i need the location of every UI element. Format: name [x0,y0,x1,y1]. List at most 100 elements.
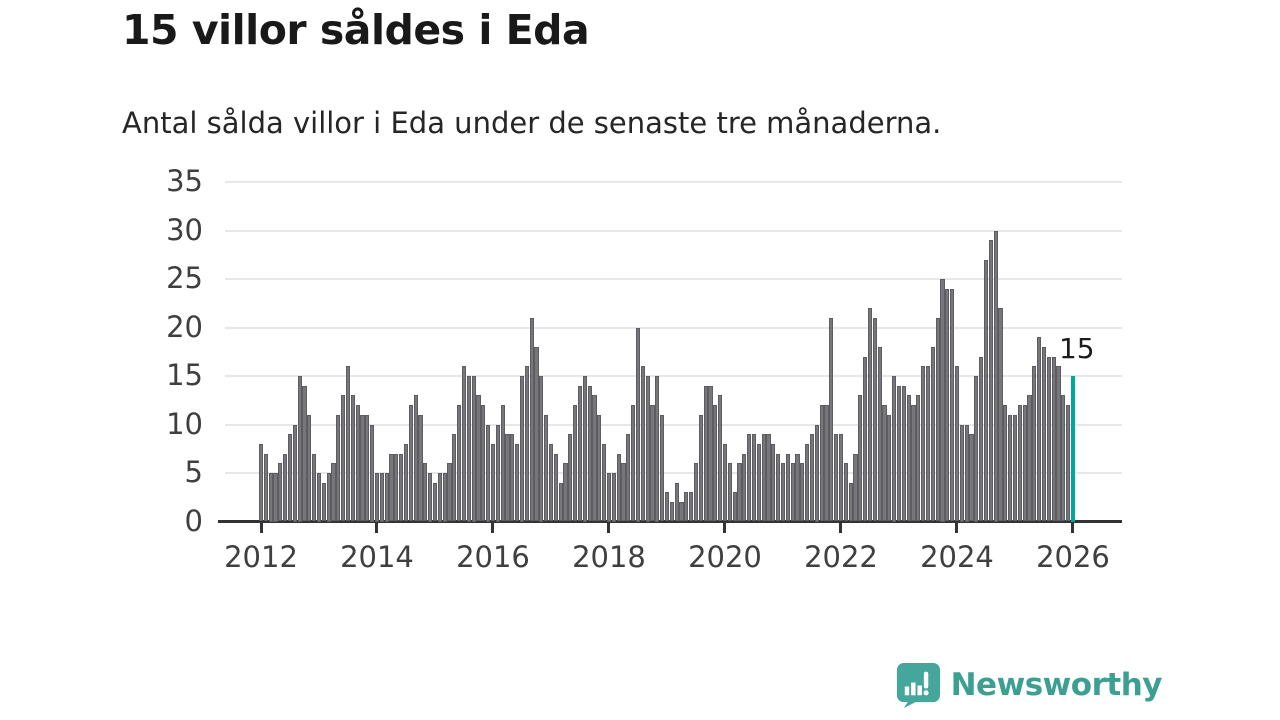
bar [877,346,882,522]
bar [887,414,892,522]
bar [838,434,844,522]
bar [1032,366,1037,522]
bar [544,414,549,522]
bar [940,279,945,522]
bar [563,463,568,522]
bar [882,405,887,522]
bar [722,443,728,522]
bar [834,434,839,522]
bar [640,366,645,522]
bar [664,492,670,522]
bar [921,366,926,522]
bar [751,434,757,522]
bar [428,473,433,522]
bar [553,453,558,522]
bar [568,434,573,522]
bar [1061,395,1066,522]
logo-bar-2 [910,682,916,696]
bar [524,366,529,522]
gridline-y-35 [225,181,1122,183]
bar [925,366,931,522]
bar [307,414,312,522]
x-axis-tick-2026 [1071,523,1075,533]
x-axis-label-2012: 2012 [224,539,298,574]
bar [577,385,583,522]
x-axis-tick-2018 [607,523,611,533]
bar [737,463,742,522]
bar [993,230,998,522]
bar [360,414,365,522]
gridline-y-25 [225,278,1122,280]
bar [331,463,336,522]
bar [379,473,384,522]
bar [829,317,834,522]
bar [452,434,457,522]
bar [679,502,684,522]
bar [867,308,873,522]
bar [326,473,331,522]
bar [573,405,578,522]
bar [336,414,341,522]
bar [959,424,964,522]
y-axis-label-5: 5 [184,455,203,489]
bar [1008,414,1013,522]
bar [983,259,989,522]
brand-footer: Newsworthy [894,661,1163,708]
bar [776,453,781,522]
bar [611,473,616,522]
gridline-y-5 [225,472,1122,474]
bar [321,482,326,522]
x-axis-tick-2022 [839,523,843,533]
bar [674,482,679,522]
bar [790,463,795,522]
logo-exclamation-stem [923,671,928,689]
bar [708,385,713,522]
bar [370,424,375,522]
bar [998,308,1003,522]
bar [515,443,520,522]
x-axis-tick-2012 [259,523,263,533]
bar [809,434,815,522]
bar [258,443,264,522]
bar [461,366,467,522]
bar [341,395,346,522]
gridline-y-30 [225,229,1122,232]
bar [287,434,293,522]
bar [872,317,877,522]
page-title: 15 villor såldes i Eda [122,6,590,54]
bar [268,473,273,522]
bar [979,356,984,522]
bar [413,395,418,522]
bar [384,473,389,522]
bar [761,434,766,522]
x-axis-label-2024: 2024 [920,539,994,574]
logo-bar-1 [904,686,909,696]
bar [1012,414,1018,522]
bar [1066,405,1071,522]
y-axis-label-10: 10 [166,406,203,441]
bar [819,405,824,522]
bar [795,453,800,522]
bar [471,376,476,522]
bar [693,463,699,522]
bar [437,473,442,522]
bar [457,405,462,522]
bar [616,453,621,522]
bar [732,492,737,522]
bar [1056,366,1061,522]
bar [626,434,631,522]
bar [408,405,413,522]
bar [901,385,906,522]
bar [698,414,703,522]
bar [756,443,761,522]
bar [824,405,829,522]
y-axis-label-20: 20 [166,309,203,344]
bar [964,424,969,522]
bar [747,434,752,522]
bar [582,376,587,522]
bar [935,317,940,522]
bar [355,405,360,522]
x-axis-tick-2020 [723,523,727,533]
bar [718,395,723,522]
